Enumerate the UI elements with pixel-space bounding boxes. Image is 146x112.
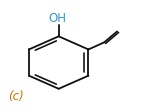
Text: OH: OH: [48, 12, 66, 25]
Text: (c): (c): [9, 90, 24, 103]
